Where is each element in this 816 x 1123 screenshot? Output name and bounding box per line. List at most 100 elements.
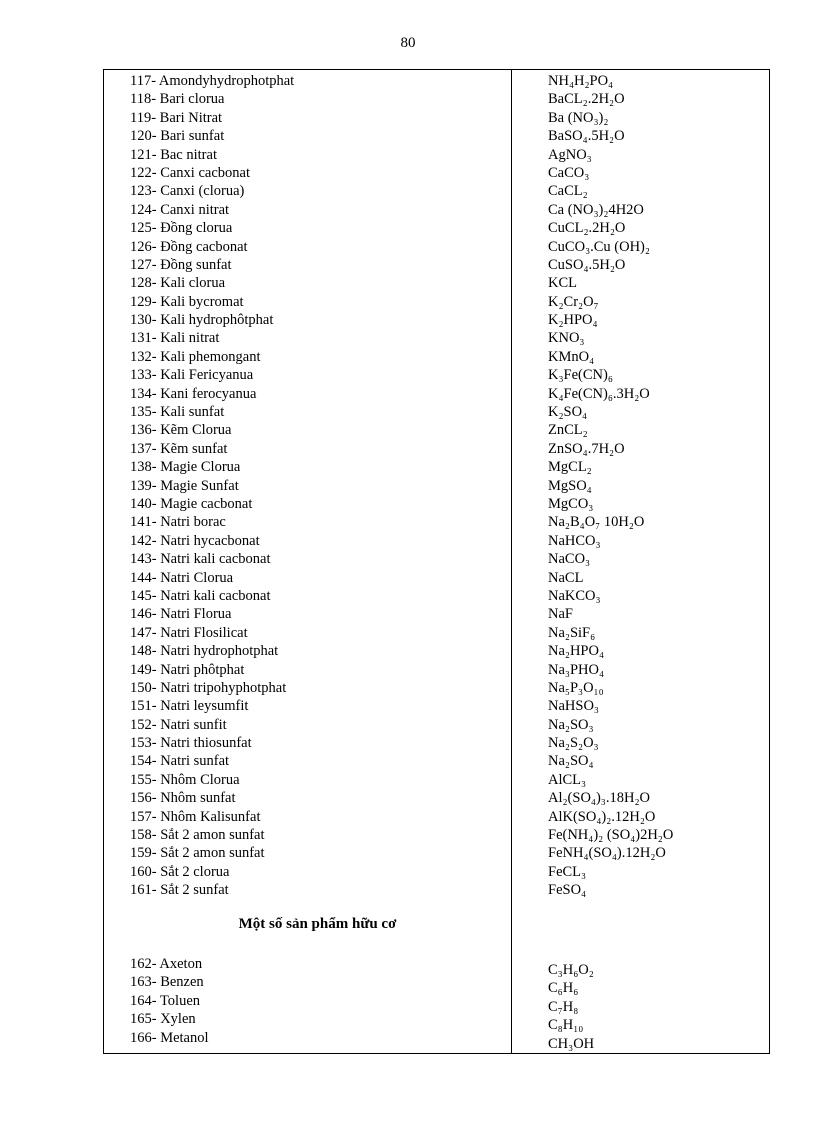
chemical-formula: CaCL₂ bbox=[548, 183, 588, 200]
chemical-name: 137- Kẽm sunfat bbox=[130, 440, 228, 457]
chemical-formula: Al₂(SO₄)₃.18H₂O bbox=[548, 790, 650, 807]
chemical-formula: NaKCO₃ bbox=[548, 587, 601, 604]
chemical-name: 126- Đồng cacbonat bbox=[130, 238, 248, 255]
chemical-name: 119- Bari Nitrat bbox=[130, 109, 223, 126]
chemicals-table: 117- Amondyhydrophotphat 118- Bari clorua… bbox=[103, 69, 770, 1054]
chemical-formula: Na₂SO₄ bbox=[548, 753, 594, 770]
chemical-name: 130- Kali hydrophôtphat bbox=[130, 312, 274, 329]
chemical-formula: KCL bbox=[548, 275, 577, 292]
chemical-name: 148- Natri hydrophotphat bbox=[130, 643, 279, 660]
chemical-name: 122- Canxi cacbonat bbox=[130, 164, 250, 181]
chemical-name: 117- Amondyhydrophotphat bbox=[130, 73, 295, 89]
chemical-formula: MgCO₃ bbox=[548, 495, 594, 512]
chemical-formula: BaSO₄.5H₂O bbox=[548, 128, 625, 145]
page-number: 80 bbox=[400, 35, 416, 51]
column-divider bbox=[511, 70, 512, 1053]
chemical-formula: ZnSO₄.7H₂O bbox=[548, 440, 625, 457]
chemical-name: 146- Natri Florua bbox=[130, 606, 232, 623]
chemical-name: 118- Bari clorua bbox=[130, 91, 225, 108]
chemical-name: 135- Kali sunfat bbox=[130, 404, 225, 421]
chemical-formula: FeNH₄(SO₄).12H₂O bbox=[548, 845, 666, 862]
chemical-name: 140- Magie cacbonat bbox=[130, 495, 253, 512]
chemical-formula: NaHSO₃ bbox=[548, 698, 599, 715]
chemical-formula: MgSO₄ bbox=[548, 477, 592, 494]
chemical-name: 149- Natri phôtphat bbox=[130, 661, 245, 678]
chemical-formula: Fe(NH₄)₂ (SO₄)2H₂O bbox=[548, 827, 674, 844]
chemical-name: 161- Sắt 2 sunfat bbox=[130, 882, 229, 899]
chemical-formula: K₂HPO₄ bbox=[548, 312, 598, 329]
chemical-formula: KMnO₄ bbox=[548, 348, 595, 365]
chemical-name: 163- Benzen bbox=[130, 974, 204, 991]
chemical-formula: FeCL₃ bbox=[548, 863, 587, 880]
chemical-name: 150- Natri tripohyphotphat bbox=[130, 679, 287, 696]
chemical-name: 153- Natri thiosunfat bbox=[130, 735, 252, 752]
chemical-formula: Na₂HPO₄ bbox=[548, 643, 605, 660]
chemical-formula: C₆H₆ bbox=[548, 980, 579, 997]
chemical-formula: K₂Cr₂O₇ bbox=[548, 293, 599, 310]
chemical-name: 156- Nhôm sunfat bbox=[130, 790, 236, 807]
chemical-name: 144- Natri Clorua bbox=[130, 569, 234, 586]
chemical-name: 164- Toluen bbox=[130, 992, 201, 1009]
chemical-formula: AgNO₃ bbox=[548, 146, 592, 163]
chemical-name: 162- Axeton bbox=[130, 956, 203, 972]
chemical-name: 128- Kali clorua bbox=[130, 275, 226, 292]
chemical-name: 121- Bac nitrat bbox=[130, 146, 217, 163]
chemical-formula: Na₂SiF₆ bbox=[548, 624, 596, 641]
chemical-formula: NaHCO₃ bbox=[548, 532, 601, 549]
organic-section-heading: Một số sản phẩm hữu cơ bbox=[238, 916, 397, 932]
chemical-name: 147- Natri Flosilicat bbox=[130, 624, 248, 641]
chemical-formula: Na₅P₃O₁₀ bbox=[548, 679, 604, 696]
chemical-name: 145- Natri kali cacbonat bbox=[130, 587, 271, 604]
chemical-formula: C₈H₁₀ bbox=[548, 1017, 584, 1034]
chemical-formula: MgCL₂ bbox=[548, 459, 592, 476]
chemical-name: 160- Sắt 2 clorua bbox=[130, 863, 230, 880]
chemical-name: 142- Natri hycacbonat bbox=[130, 532, 260, 549]
chemical-formula: NH₄H₂PO₄ bbox=[548, 73, 614, 89]
chemical-formula: NaF bbox=[548, 606, 573, 623]
chemical-name: 158- Sắt 2 amon sunfat bbox=[130, 827, 265, 844]
chemical-name: 134- Kani ferocyanua bbox=[130, 385, 257, 402]
chemical-name: 165- Xylen bbox=[130, 1011, 196, 1028]
chemical-name: 132- Kali phemongant bbox=[130, 348, 261, 365]
chemical-name: 136- Kẽm Clorua bbox=[130, 422, 232, 439]
organic-formulas-column: C₃H₆O₂ C₆H₆ C₇H₈ C₈H₁₀ CH₃OH bbox=[548, 961, 594, 1053]
chemical-formula: Ba (NO₃)₂ bbox=[548, 109, 609, 126]
chemical-name: 155- Nhôm Clorua bbox=[130, 771, 240, 788]
chemical-formula: CuSO₄.5H₂O bbox=[548, 256, 626, 273]
chemical-formula: K₃Fe(CN)₆ bbox=[548, 367, 613, 384]
chemical-formula: CH₃OH bbox=[548, 1035, 595, 1052]
chemical-formula: ZnCL₂ bbox=[548, 422, 588, 439]
chemical-formula: NaCL bbox=[548, 569, 584, 586]
chemical-formula: Na₂S₂O₃ bbox=[548, 735, 599, 752]
chemical-formula: BaCL₂.2H₂O bbox=[548, 91, 625, 108]
chemical-name: 129- Kali bycromat bbox=[130, 293, 244, 310]
chemical-name: 127- Đồng sunfat bbox=[130, 256, 232, 273]
chemical-formula: NaCO₃ bbox=[548, 551, 591, 568]
chemical-name: 125- Đồng clorua bbox=[130, 220, 233, 237]
organic-names-column: 162- Axeton 163- Benzen 164- Toluen 165- Xy… bbox=[130, 955, 209, 1047]
chemical-name: 152- Natri sunfit bbox=[130, 716, 227, 733]
chemical-name: 120- Bari sunfat bbox=[130, 128, 225, 145]
chemical-name: 133- Kali Fericyanua bbox=[130, 367, 254, 384]
chemical-formula: Ca (NO₃)₂4H2O bbox=[548, 201, 644, 218]
chemical-formula: K₂SO₄ bbox=[548, 404, 588, 421]
chemical-formula: C₇H₈ bbox=[548, 998, 579, 1015]
chemical-name: 138- Magie Clorua bbox=[130, 459, 241, 476]
chemical-formula: CuCL₂.2H₂O bbox=[548, 220, 626, 237]
chemical-formula: CaCO₃ bbox=[548, 164, 590, 181]
chemical-formula: C₃H₆O₂ bbox=[548, 962, 594, 978]
chemical-name: 124- Canxi nitrat bbox=[130, 201, 230, 218]
chemical-formula: KNO₃ bbox=[548, 330, 585, 347]
chemical-formula: K₄Fe(CN)₆.3H₂O bbox=[548, 385, 650, 402]
chemical-formula: AlCL₃ bbox=[548, 771, 587, 788]
chemical-name: 139- Magie Sunfat bbox=[130, 477, 239, 494]
chemical-formula: Na₂B₄O₇ 10H₂O bbox=[548, 514, 645, 531]
chemical-formula: AlK(SO₄)₂.12H₂O bbox=[548, 808, 656, 825]
chemical-formula: Na₃PHO₄ bbox=[548, 661, 605, 678]
chemical-name: 141- Natri borac bbox=[130, 514, 226, 531]
chemical-name: 166- Metanol bbox=[130, 1029, 209, 1046]
chemical-formula: FeSO₄ bbox=[548, 882, 587, 899]
chemical-formula: CuCO₃.Cu (OH)₂ bbox=[548, 238, 650, 255]
chemical-formula: Na₂SO₃ bbox=[548, 716, 594, 733]
chemical-name: 151- Natri leysumfit bbox=[130, 698, 249, 715]
